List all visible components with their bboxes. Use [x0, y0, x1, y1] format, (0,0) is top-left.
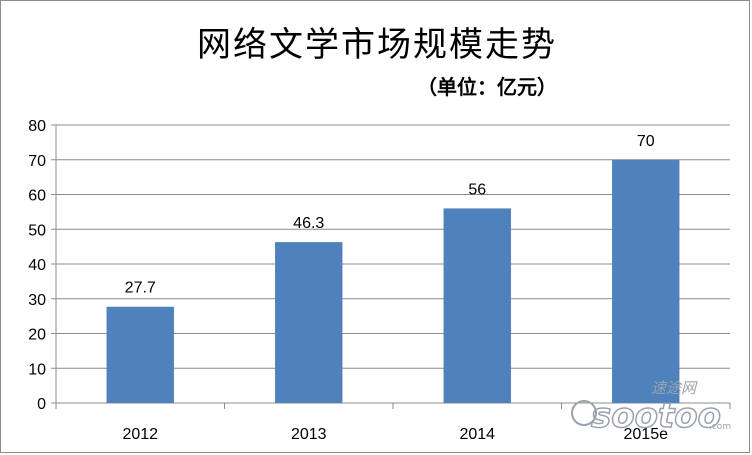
- chart-title: 网络文学市场规模走势: [197, 25, 557, 65]
- y-tick-label-70: 70: [28, 153, 46, 170]
- y-tick-label-0: 0: [37, 396, 46, 413]
- bar-2012: [106, 306, 174, 403]
- x-tick-label-2015e: 2015e: [624, 426, 669, 443]
- watermark-swirl-icon: [571, 400, 597, 426]
- watermark-cn-text: 速途网: [651, 379, 698, 397]
- x-tick-label-2014: 2014: [459, 426, 495, 443]
- data-label-2014: 56: [468, 181, 486, 198]
- watermark-logo: 速途网 sootoo .com: [571, 379, 731, 437]
- bar-layer: [106, 159, 680, 403]
- data-label-2013: 46.3: [293, 215, 324, 232]
- y-tick-label-30: 30: [28, 292, 46, 309]
- data-label-2012: 27.7: [125, 280, 156, 297]
- x-tick-label-2013: 2013: [291, 426, 327, 443]
- bar-2014: [443, 208, 511, 403]
- y-tick-label-20: 20: [28, 327, 46, 344]
- data-label-2015e: 70: [637, 133, 655, 150]
- y-tick-label-80: 80: [28, 118, 46, 135]
- label-layer: 27.7 2012 46.3 2013 56 2014 70 2015e: [122, 133, 668, 443]
- bar-2013: [275, 242, 343, 403]
- y-tick-label-50: 50: [28, 222, 46, 239]
- y-tick-label-40: 40: [28, 257, 46, 274]
- x-tick-label-2012: 2012: [122, 426, 158, 443]
- chart-subtitle: （单位：亿元）: [417, 75, 557, 99]
- watermark-en-text: sootoo: [591, 396, 721, 436]
- bar-2015e: [612, 159, 680, 403]
- watermark-suffix-text: .com: [709, 422, 731, 432]
- y-tick-label-10: 10: [28, 361, 46, 378]
- y-tick-label-60: 60: [28, 188, 46, 205]
